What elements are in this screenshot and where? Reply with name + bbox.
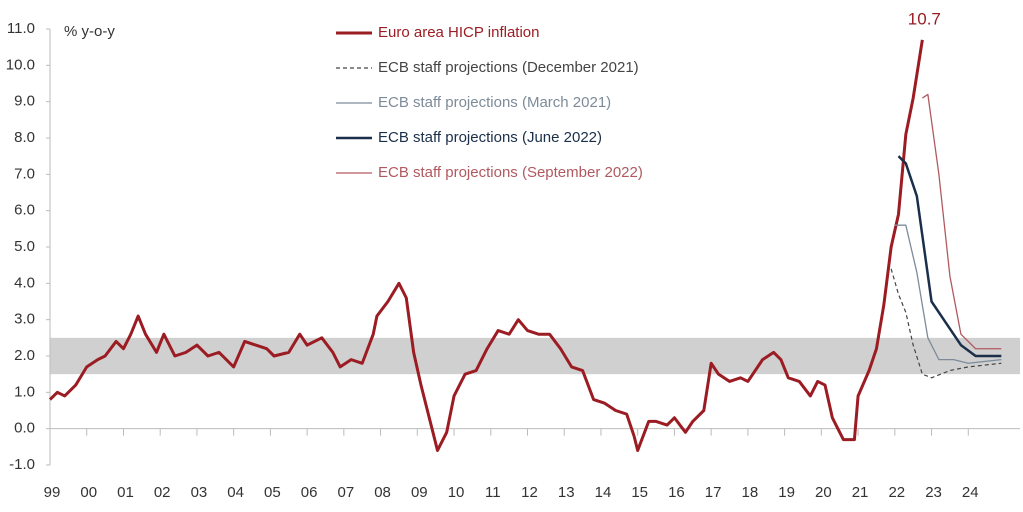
y-tick-label: 0.0 [14,420,35,437]
data-label: 10.7 [908,9,941,28]
x-tick-label: 16 [668,484,685,501]
x-tick-label: 21 [852,484,869,501]
y-tick-label: 5.0 [14,238,35,255]
x-tick-label: 18 [742,484,759,501]
x-tick-label: 01 [117,484,134,501]
x-tick-label: 09 [411,484,428,501]
y-tick-label: 1.0 [14,383,35,400]
x-tick-label: 24 [962,484,979,501]
x-tick-label: 23 [925,484,942,501]
y-tick-label: 9.0 [14,93,35,110]
x-tick-label: 04 [227,484,244,501]
y-tick-label: -1.0 [9,456,35,473]
x-tick-label: 00 [80,484,97,501]
legend-label: ECB staff projections (March 2021) [378,94,611,111]
y-tick-label: 10.0 [6,56,35,73]
series-line [48,39,924,452]
legend-label: ECB staff projections (December 2021) [378,59,639,76]
y-tick-label: 8.0 [14,129,35,146]
y-tick-label: 6.0 [14,202,35,219]
x-tick-label: 02 [154,484,171,501]
y-tick-label: 11.0 [7,20,35,37]
x-tick-label: 15 [631,484,648,501]
x-tick-label: 22 [888,484,905,501]
series-line [897,155,1002,358]
legend-label: ECB staff projections (June 2022) [378,129,602,146]
x-tick-label: 11 [485,484,501,501]
x-tick-label: 19 [778,484,795,501]
x-tick-label: 07 [338,484,355,501]
x-tick-label: 08 [374,484,391,501]
x-tick-label: 14 [595,484,612,501]
x-tick-label: 17 [705,484,722,501]
y-tick-label: 3.0 [14,311,35,328]
y-axis-label: % y-o-y [64,23,115,40]
y-tick-label: 4.0 [14,274,35,291]
series-line [894,224,1002,364]
x-tick-label: 03 [191,484,208,501]
x-tick-label: 20 [815,484,832,501]
series-line [921,93,1002,350]
x-tick-label: 12 [521,484,538,501]
y-tick-label: 2.0 [14,347,35,364]
y-tick-label: 7.0 [14,165,35,182]
legend-label: ECB staff projections (September 2022) [378,164,643,181]
x-tick-label: 13 [558,484,575,501]
x-tick-label: 99 [44,484,61,501]
x-tick-label: 05 [264,484,281,501]
legend-label: Euro area HICP inflation [378,24,539,41]
x-tick-label: 10 [448,484,465,501]
x-tick-label: 06 [301,484,318,501]
